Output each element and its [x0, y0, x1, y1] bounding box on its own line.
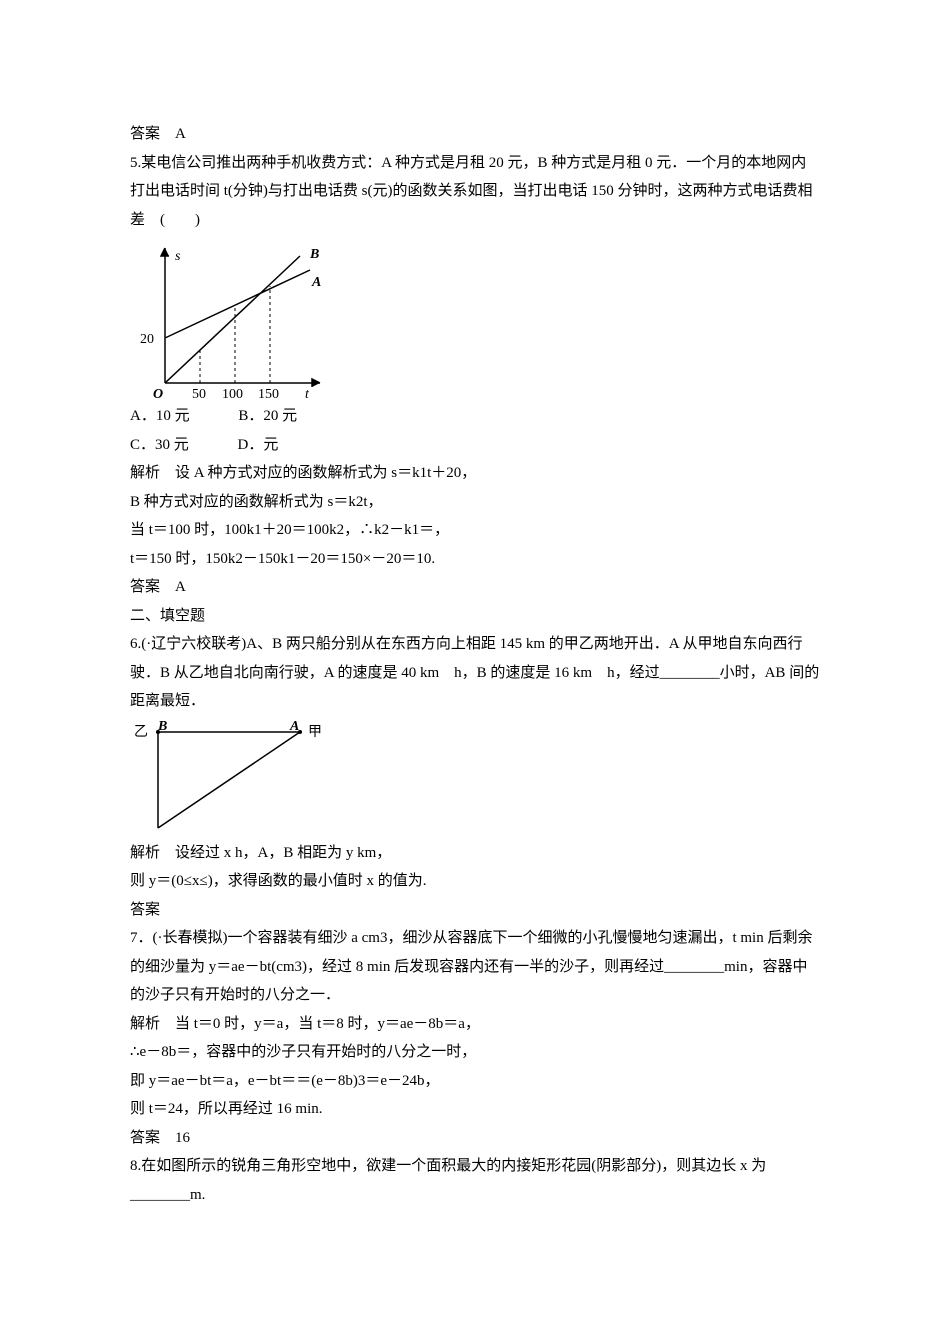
q7-stem: 7．(·长春模拟)一个容器装有细沙 a cm3，细沙从容器底下一个细微的小孔慢慢… — [130, 924, 820, 1010]
q5-stem: 5.某电信公司推出两种手机收费方式：A 种方式是月租 20 元，B 种方式是月租… — [130, 149, 820, 235]
q5-options-row1: A．10 元 B．20 元 — [130, 402, 820, 431]
section-2-title: 二、填空题 — [130, 602, 820, 631]
q5-optA: A．10 元 — [130, 408, 190, 424]
q6-ans: 答案 — [130, 896, 820, 925]
svg-text:150: 150 — [258, 387, 279, 398]
svg-text:100: 100 — [222, 387, 243, 398]
q6-sol2: 则 y＝(0≤x≤)，求得函数的最小值时 x 的值为. — [130, 867, 820, 896]
q7-sol3: 即 y＝ae－bt＝a，e－bt＝＝(e－8b)3＝e－24b， — [130, 1067, 820, 1096]
svg-text:20: 20 — [140, 332, 154, 347]
q7-sol2: ∴e－8b＝，容器中的沙子只有开始时的八分之一时， — [130, 1038, 820, 1067]
q7-ans: 答案 16 — [130, 1124, 820, 1153]
q5-sol1: 解析 设 A 种方式对应的函数解析式为 s＝k1t＋20， — [130, 459, 820, 488]
q8-stem: 8.在如图所示的锐角三角形空地中，欲建一个面积最大的内接矩形花园(阴影部分)，则… — [130, 1152, 820, 1209]
q5-sol2: B 种方式对应的函数解析式为 s＝k2t， — [130, 488, 820, 517]
q6-chart: 乙 B A 甲 — [130, 720, 340, 835]
answer-4: 答案 A — [130, 120, 820, 149]
svg-text:B: B — [309, 247, 319, 262]
q7-sol1: 解析 当 t＝0 时，y＝a，当 t＝8 时，y＝ae－8b＝a， — [130, 1010, 820, 1039]
q5-chart: s B A 20 O 50 100 150 t — [130, 238, 330, 398]
svg-text:t: t — [305, 387, 310, 398]
svg-text:50: 50 — [192, 387, 206, 398]
svg-text:乙: 乙 — [134, 724, 148, 740]
q6-sol1: 解析 设经过 x h，A，B 相距为 y km， — [130, 839, 820, 868]
q5-optB: B．20 元 — [238, 408, 297, 424]
q5-sol4: t＝150 时，150k2－150k1－20＝150×－20＝10. — [130, 545, 820, 574]
svg-text:s: s — [175, 249, 181, 264]
q5-sol3: 当 t＝100 时，100k1＋20＝100k2，∴k2－k1＝， — [130, 516, 820, 545]
q5-ans: 答案 A — [130, 573, 820, 602]
q5-optC: C．30 元 — [130, 437, 189, 453]
q7-sol4: 则 t＝24，所以再经过 16 min. — [130, 1095, 820, 1124]
q5-options-row2: C．30 元 D．元 — [130, 431, 820, 460]
svg-text:O: O — [153, 387, 163, 398]
svg-text:甲: 甲 — [308, 725, 322, 740]
q6-stem: 6.(·辽宁六校联考)A、B 两只船分别从在东西方向上相距 145 km 的甲乙… — [130, 630, 820, 716]
svg-text:A: A — [289, 720, 299, 734]
svg-text:A: A — [311, 275, 321, 290]
q5-optD: D．元 — [238, 437, 279, 453]
